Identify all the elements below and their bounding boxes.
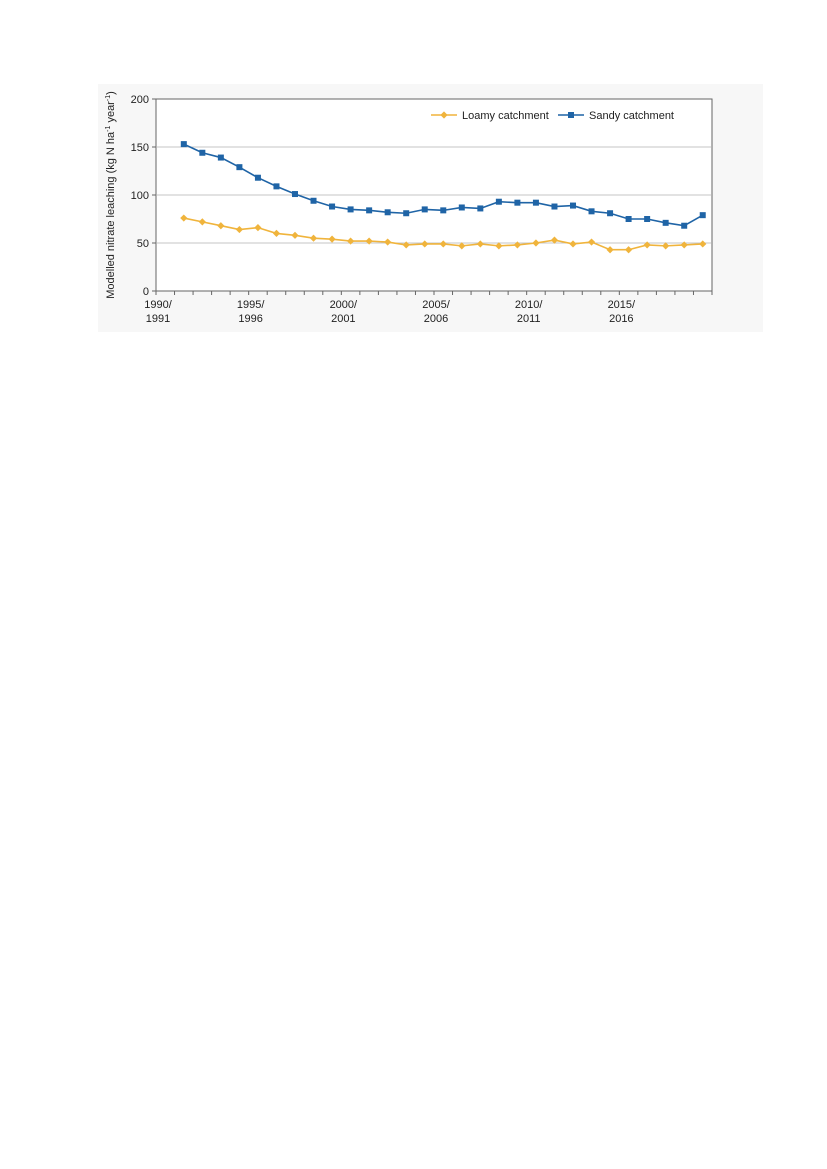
xtick-label-line1: 1995/ xyxy=(237,299,265,311)
data-point-0-25 xyxy=(643,241,651,249)
data-point-1-10 xyxy=(366,207,373,214)
data-point-1-24 xyxy=(625,216,632,222)
chart-svg: 0 50 100 150 200 1990/1991 1995/1996 2000/2001 2… xyxy=(105,91,713,325)
data-point-0-14 xyxy=(439,240,447,248)
data-point-0-12 xyxy=(402,241,410,249)
data-point-0-18 xyxy=(513,241,521,249)
data-point-1-22 xyxy=(588,208,595,215)
xtick-label-line1: 1990/ xyxy=(144,299,172,311)
data-point-1-3 xyxy=(236,164,243,171)
data-point-1-6 xyxy=(292,191,298,198)
data-point-1-7 xyxy=(310,197,317,204)
legend-marker-1 xyxy=(568,112,574,118)
series-layer xyxy=(180,141,707,254)
data-point-1-0 xyxy=(180,141,187,148)
data-point-0-5 xyxy=(272,229,281,237)
xtick-label-line2: 2006 xyxy=(424,313,448,325)
xtick-label-line1: 2015/ xyxy=(608,299,636,311)
data-point-0-4 xyxy=(254,224,262,232)
grid-layer xyxy=(156,146,712,244)
data-point-0-15 xyxy=(458,242,466,250)
data-point-1-1 xyxy=(199,149,206,156)
data-point-1-18 xyxy=(514,199,521,206)
data-point-0-6 xyxy=(291,231,299,239)
ytick-label-50: 50 xyxy=(137,238,149,250)
data-point-1-14 xyxy=(440,207,447,214)
xtick-label-line1: 2005/ xyxy=(422,299,450,311)
data-point-1-28 xyxy=(699,212,706,219)
y-axis-title-mid: year xyxy=(105,101,117,126)
data-point-0-1 xyxy=(198,218,206,226)
data-point-0-22 xyxy=(587,238,596,246)
xtick-label-line2: 2016 xyxy=(609,313,633,325)
axis-layer: 0 50 100 150 200 1990/1991 1995/1996 2000/2001 2… xyxy=(131,94,713,325)
xtick-label-line1: 2010/ xyxy=(515,299,543,311)
data-point-0-27 xyxy=(680,241,688,249)
data-point-1-26 xyxy=(662,219,669,226)
data-point-1-23 xyxy=(607,210,614,217)
data-point-0-3 xyxy=(235,225,243,234)
data-point-0-2 xyxy=(217,222,225,230)
data-point-1-4 xyxy=(254,174,261,181)
data-point-0-11 xyxy=(384,238,392,246)
y-axis-title-end: ) xyxy=(105,91,117,95)
legend-label-0: Loamy catchment xyxy=(462,110,549,122)
ytick-label-0: 0 xyxy=(143,286,149,298)
data-point-0-19 xyxy=(532,239,540,247)
data-point-0-26 xyxy=(662,242,670,250)
xtick-label-line1: 2000/ xyxy=(330,299,358,311)
legend-label-1: Sandy catchment xyxy=(589,110,674,122)
ytick-label-150: 150 xyxy=(131,142,149,154)
data-point-1-19 xyxy=(532,199,539,206)
y-axis-title: Modelled nitrate leaching (kg N ha-1 yea… xyxy=(105,91,117,299)
xtick-label-line2: 1991 xyxy=(146,313,170,325)
xtick-label-line2: 1996 xyxy=(238,313,262,325)
data-point-1-20 xyxy=(551,203,558,210)
data-point-1-5 xyxy=(273,183,280,190)
data-point-1-17 xyxy=(495,198,502,205)
series-1 xyxy=(180,141,706,229)
data-point-0-7 xyxy=(309,234,318,242)
data-point-0-16 xyxy=(476,240,484,248)
y-axis-title-text: Modelled nitrate leaching (kg N ha xyxy=(105,131,117,299)
data-point-0-24 xyxy=(625,246,633,254)
xtick-label-line2: 2011 xyxy=(517,313,541,325)
data-point-1-12 xyxy=(403,210,410,217)
y-axis-title-sup1: -1 xyxy=(105,126,112,132)
data-point-0-28 xyxy=(699,240,707,248)
data-point-0-20 xyxy=(550,236,559,244)
ytick-label-100: 100 xyxy=(131,190,149,202)
xtick-label-line2: 2001 xyxy=(331,313,355,325)
data-point-1-15 xyxy=(458,204,465,211)
y-axis-title-sup2: -1 xyxy=(105,95,112,101)
data-point-1-16 xyxy=(477,205,484,212)
data-point-1-27 xyxy=(681,222,688,229)
data-point-1-21 xyxy=(570,202,576,209)
legend: Loamy catchment Sandy catchment xyxy=(431,110,674,122)
data-point-1-2 xyxy=(217,154,224,161)
data-point-0-17 xyxy=(495,242,503,250)
legend-marker-0 xyxy=(440,111,448,119)
data-point-1-9 xyxy=(347,206,354,213)
data-point-1-8 xyxy=(329,203,336,210)
data-point-0-0 xyxy=(180,214,188,222)
data-point-1-13 xyxy=(421,206,428,213)
data-point-0-13 xyxy=(421,240,429,248)
data-point-1-11 xyxy=(384,209,391,216)
data-point-0-21 xyxy=(569,240,577,248)
data-point-1-25 xyxy=(644,216,651,222)
chart-panel: 0 50 100 150 200 1990/1991 1995/1996 2000/2001 2… xyxy=(98,84,763,332)
data-point-0-10 xyxy=(365,237,373,245)
data-point-0-23 xyxy=(606,246,614,254)
data-point-0-8 xyxy=(328,235,336,243)
ytick-label-200: 200 xyxy=(131,94,149,106)
